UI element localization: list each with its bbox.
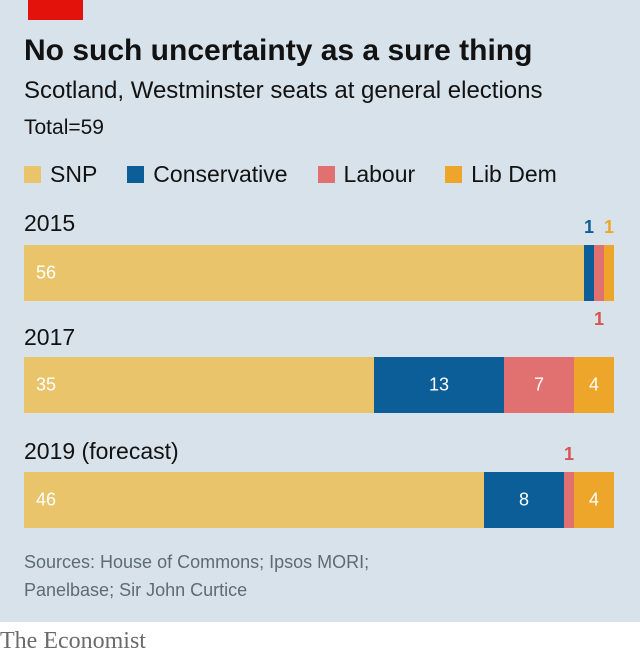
data-label-conservative-2019-forecast: 8	[518, 489, 530, 510]
legend: SNP Conservative Labour Lib Dem	[24, 160, 587, 188]
bar-segment-snp-2015: 56	[24, 245, 584, 301]
data-label-conservative-2015: 1	[584, 217, 595, 237]
bar-segment-conservative-2017: 13	[374, 357, 504, 413]
data-label-lib-dem-2015: 1	[604, 217, 615, 237]
legend-swatch-labour	[317, 165, 335, 183]
sources-line-2: Panelbase; Sir John Curtice	[24, 580, 248, 600]
category-label-2017: 2017	[24, 324, 76, 350]
legend-item-lib-dem: Lib Dem	[445, 161, 557, 188]
bar-segment-conservative-2019-forecast: 8	[484, 472, 564, 528]
sources-note: Sources: House of Commons; Ipsos MORI; P…	[24, 548, 369, 604]
bar-segment-snp-2017: 35	[24, 357, 374, 413]
bar-segment-conservative-2015	[584, 245, 594, 301]
chart-title: No such uncertainty as a sure thing	[24, 34, 533, 67]
bar-segment-labour-2019-forecast	[564, 472, 574, 528]
data-label-snp-2017: 35	[36, 374, 57, 395]
category-label-2015: 2015	[24, 210, 76, 236]
bar-segment-lib-dem-2015	[604, 245, 614, 301]
legend-label-snp: SNP	[50, 160, 98, 187]
data-label-conservative-2017: 13	[428, 374, 450, 395]
legend-swatch-lib-dem	[445, 165, 463, 183]
bar-2017: 35 13 7 4	[24, 357, 614, 413]
bar-segment-lib-dem-2017: 4	[574, 357, 614, 413]
data-label-lib-dem-2017: 4	[588, 374, 600, 395]
chart-subtitle: Scotland, Westminster seats at general e…	[24, 77, 543, 104]
data-label-labour-2017: 7	[533, 374, 545, 395]
brand-red-tab	[28, 0, 83, 20]
legend-swatch-conservative	[127, 165, 145, 183]
data-label-snp-2019-forecast: 46	[36, 489, 57, 510]
data-label-snp-2015: 56	[36, 262, 57, 283]
data-label-labour-2019-forecast: 1	[564, 444, 575, 464]
data-label-labour-2015: 1	[594, 309, 605, 329]
legend-item-snp: SNP	[24, 161, 97, 188]
economist-logo: The Economist	[0, 628, 146, 654]
category-label-2019-forecast: 2019 (forecast)	[24, 438, 179, 464]
legend-item-labour: Labour	[317, 160, 416, 188]
bar-2015: 56	[24, 245, 614, 301]
bar-segment-labour-2015	[594, 245, 604, 301]
legend-item-conservative: Conservative	[127, 160, 288, 188]
bar-segment-snp-2019-forecast: 46	[24, 472, 484, 528]
sources-line-1: Sources: House of Commons; Ipsos MORI;	[24, 552, 370, 572]
legend-label-conservative: Conservative	[153, 160, 288, 187]
bar-segment-labour-2017: 7	[504, 357, 574, 413]
bar-segment-lib-dem-2019-forecast: 4	[574, 472, 614, 528]
legend-label-labour: Labour	[343, 160, 416, 187]
bar-2019-forecast: 46 8 4	[24, 472, 614, 528]
legend-swatch-snp	[24, 165, 41, 183]
chart-total: Total=59	[24, 116, 104, 139]
data-label-lib-dem-2019-forecast: 4	[588, 489, 600, 510]
legend-label-lib-dem: Lib Dem	[471, 160, 557, 187]
